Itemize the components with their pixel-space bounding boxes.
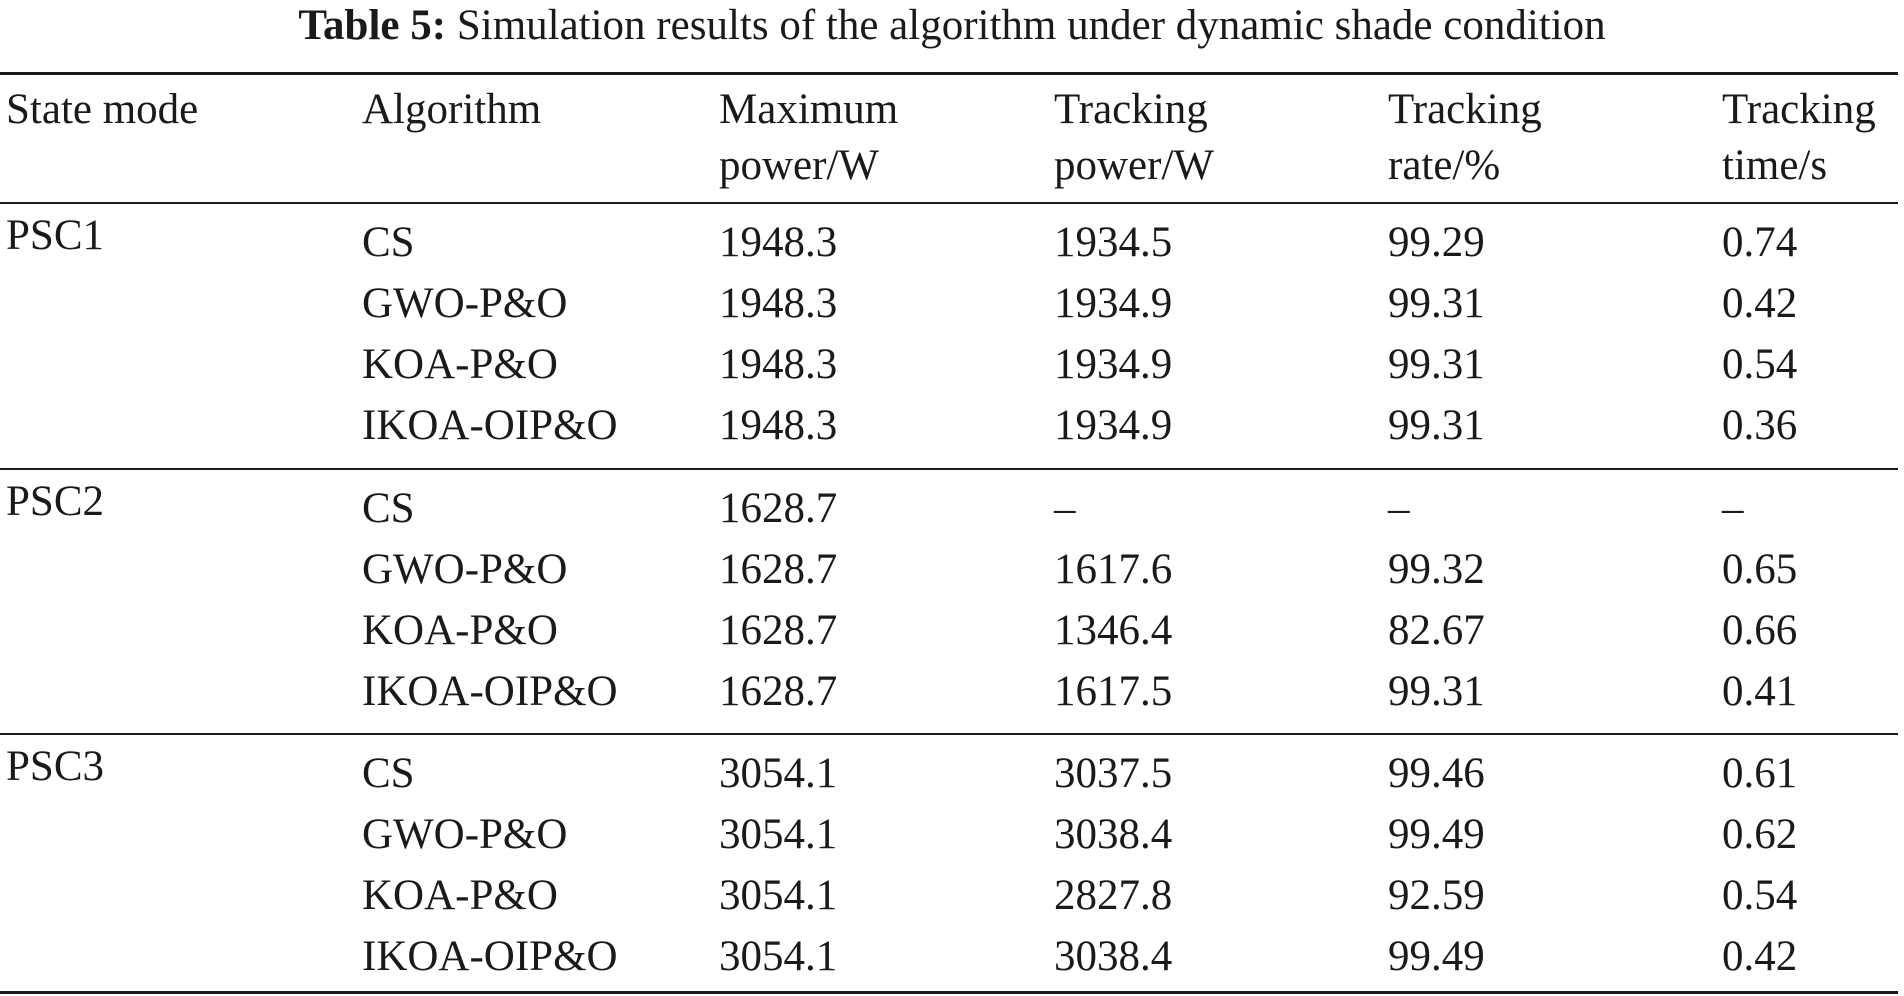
tracking-rate-cell: 99.49 [1388,811,1485,858]
tracking-time-cell: 0.62 [1722,811,1798,858]
maximum-power-cell: 3054.1 [719,811,838,858]
tracking-time-cell: 0.65 [1722,546,1798,593]
maximum-power-cell: 3054.1 [719,750,838,797]
tracking-power-cell: 3038.4 [1054,811,1173,858]
tracking-power-cell: – [1054,485,1076,532]
header-tracking-time-line1: Tracking [1722,86,1876,133]
tracking-power-cell: 3038.4 [1054,933,1173,980]
tracking-rate-cell: 99.46 [1388,750,1485,797]
maximum-power-cell: 1948.3 [719,280,838,327]
algorithm-cell: KOA-P&O [362,872,558,919]
maximum-power-cell: 1948.3 [719,341,838,388]
algorithm-cell: GWO-P&O [362,811,568,858]
tracking-power-cell: 1934.5 [1054,219,1173,266]
tracking-rate-cell: 92.59 [1388,872,1485,919]
tracking-rate-cell: – [1388,485,1410,532]
tracking-rate-cell: 99.31 [1388,668,1485,715]
tracking-rate-cell: 99.31 [1388,280,1485,327]
group-divider-rule [0,468,1898,470]
tracking-time-cell: 0.42 [1722,280,1798,327]
table-caption: Table 5: Simulation results of the algor… [0,0,1904,56]
header-maximum-power-line1: Maximum [719,86,899,133]
state-mode-cell: PSC2 [6,478,105,525]
tracking-power-cell: 1617.6 [1054,546,1173,593]
tracking-time-cell: – [1722,485,1744,532]
tracking-power-cell: 1617.5 [1054,668,1173,715]
header-tracking-power-line2: power/W [1054,142,1214,189]
tracking-rate-cell: 99.32 [1388,546,1485,593]
tracking-power-cell: 2827.8 [1054,872,1173,919]
state-mode-cell: PSC1 [6,212,105,259]
bottom-rule [0,991,1898,994]
algorithm-cell: CS [362,219,415,266]
group-divider-rule [0,733,1898,735]
tracking-power-cell: 3037.5 [1054,750,1173,797]
tracking-power-cell: 1934.9 [1054,341,1173,388]
header-tracking-rate-line1: Tracking [1388,86,1542,133]
tracking-time-cell: 0.66 [1722,607,1798,654]
tracking-power-cell: 1934.9 [1054,280,1173,327]
state-mode-cell: PSC3 [6,743,105,790]
maximum-power-cell: 3054.1 [719,872,838,919]
tracking-rate-cell: 99.49 [1388,933,1485,980]
top-rule [0,72,1898,75]
tracking-rate-cell: 82.67 [1388,607,1485,654]
algorithm-cell: KOA-P&O [362,341,558,388]
header-maximum-power-line2: power/W [719,142,879,189]
maximum-power-cell: 1628.7 [719,607,838,654]
algorithm-cell: IKOA-OIP&O [362,668,618,715]
header-rule [0,202,1898,204]
tracking-power-cell: 1346.4 [1054,607,1173,654]
tracking-time-cell: 0.74 [1722,219,1798,266]
tracking-time-cell: 0.41 [1722,668,1798,715]
caption-text: Simulation results of the algorithm unde… [456,2,1606,49]
header-algorithm: Algorithm [362,86,542,133]
tracking-rate-cell: 99.29 [1388,219,1485,266]
maximum-power-cell: 1628.7 [719,546,838,593]
algorithm-cell: IKOA-OIP&O [362,402,618,449]
tracking-time-cell: 0.54 [1722,872,1798,919]
algorithm-cell: CS [362,485,415,532]
algorithm-cell: KOA-P&O [362,607,558,654]
algorithm-cell: GWO-P&O [362,546,568,593]
maximum-power-cell: 1948.3 [719,219,838,266]
header-tracking-power-line1: Tracking [1054,86,1208,133]
header-tracking-time-line2: time/s [1722,142,1828,189]
caption-label: Table 5: [298,2,447,49]
tracking-time-cell: 0.61 [1722,750,1798,797]
tracking-power-cell: 1934.9 [1054,402,1173,449]
tracking-time-cell: 0.54 [1722,341,1798,388]
algorithm-cell: IKOA-OIP&O [362,933,618,980]
tracking-time-cell: 0.36 [1722,402,1798,449]
header-state-mode: State mode [6,86,199,133]
tracking-rate-cell: 99.31 [1388,402,1485,449]
maximum-power-cell: 3054.1 [719,933,838,980]
algorithm-cell: GWO-P&O [362,280,568,327]
maximum-power-cell: 1628.7 [719,485,838,532]
maximum-power-cell: 1948.3 [719,402,838,449]
tracking-rate-cell: 99.31 [1388,341,1485,388]
algorithm-cell: CS [362,750,415,797]
maximum-power-cell: 1628.7 [719,668,838,715]
tracking-time-cell: 0.42 [1722,933,1798,980]
header-tracking-rate-line2: rate/% [1388,142,1501,189]
